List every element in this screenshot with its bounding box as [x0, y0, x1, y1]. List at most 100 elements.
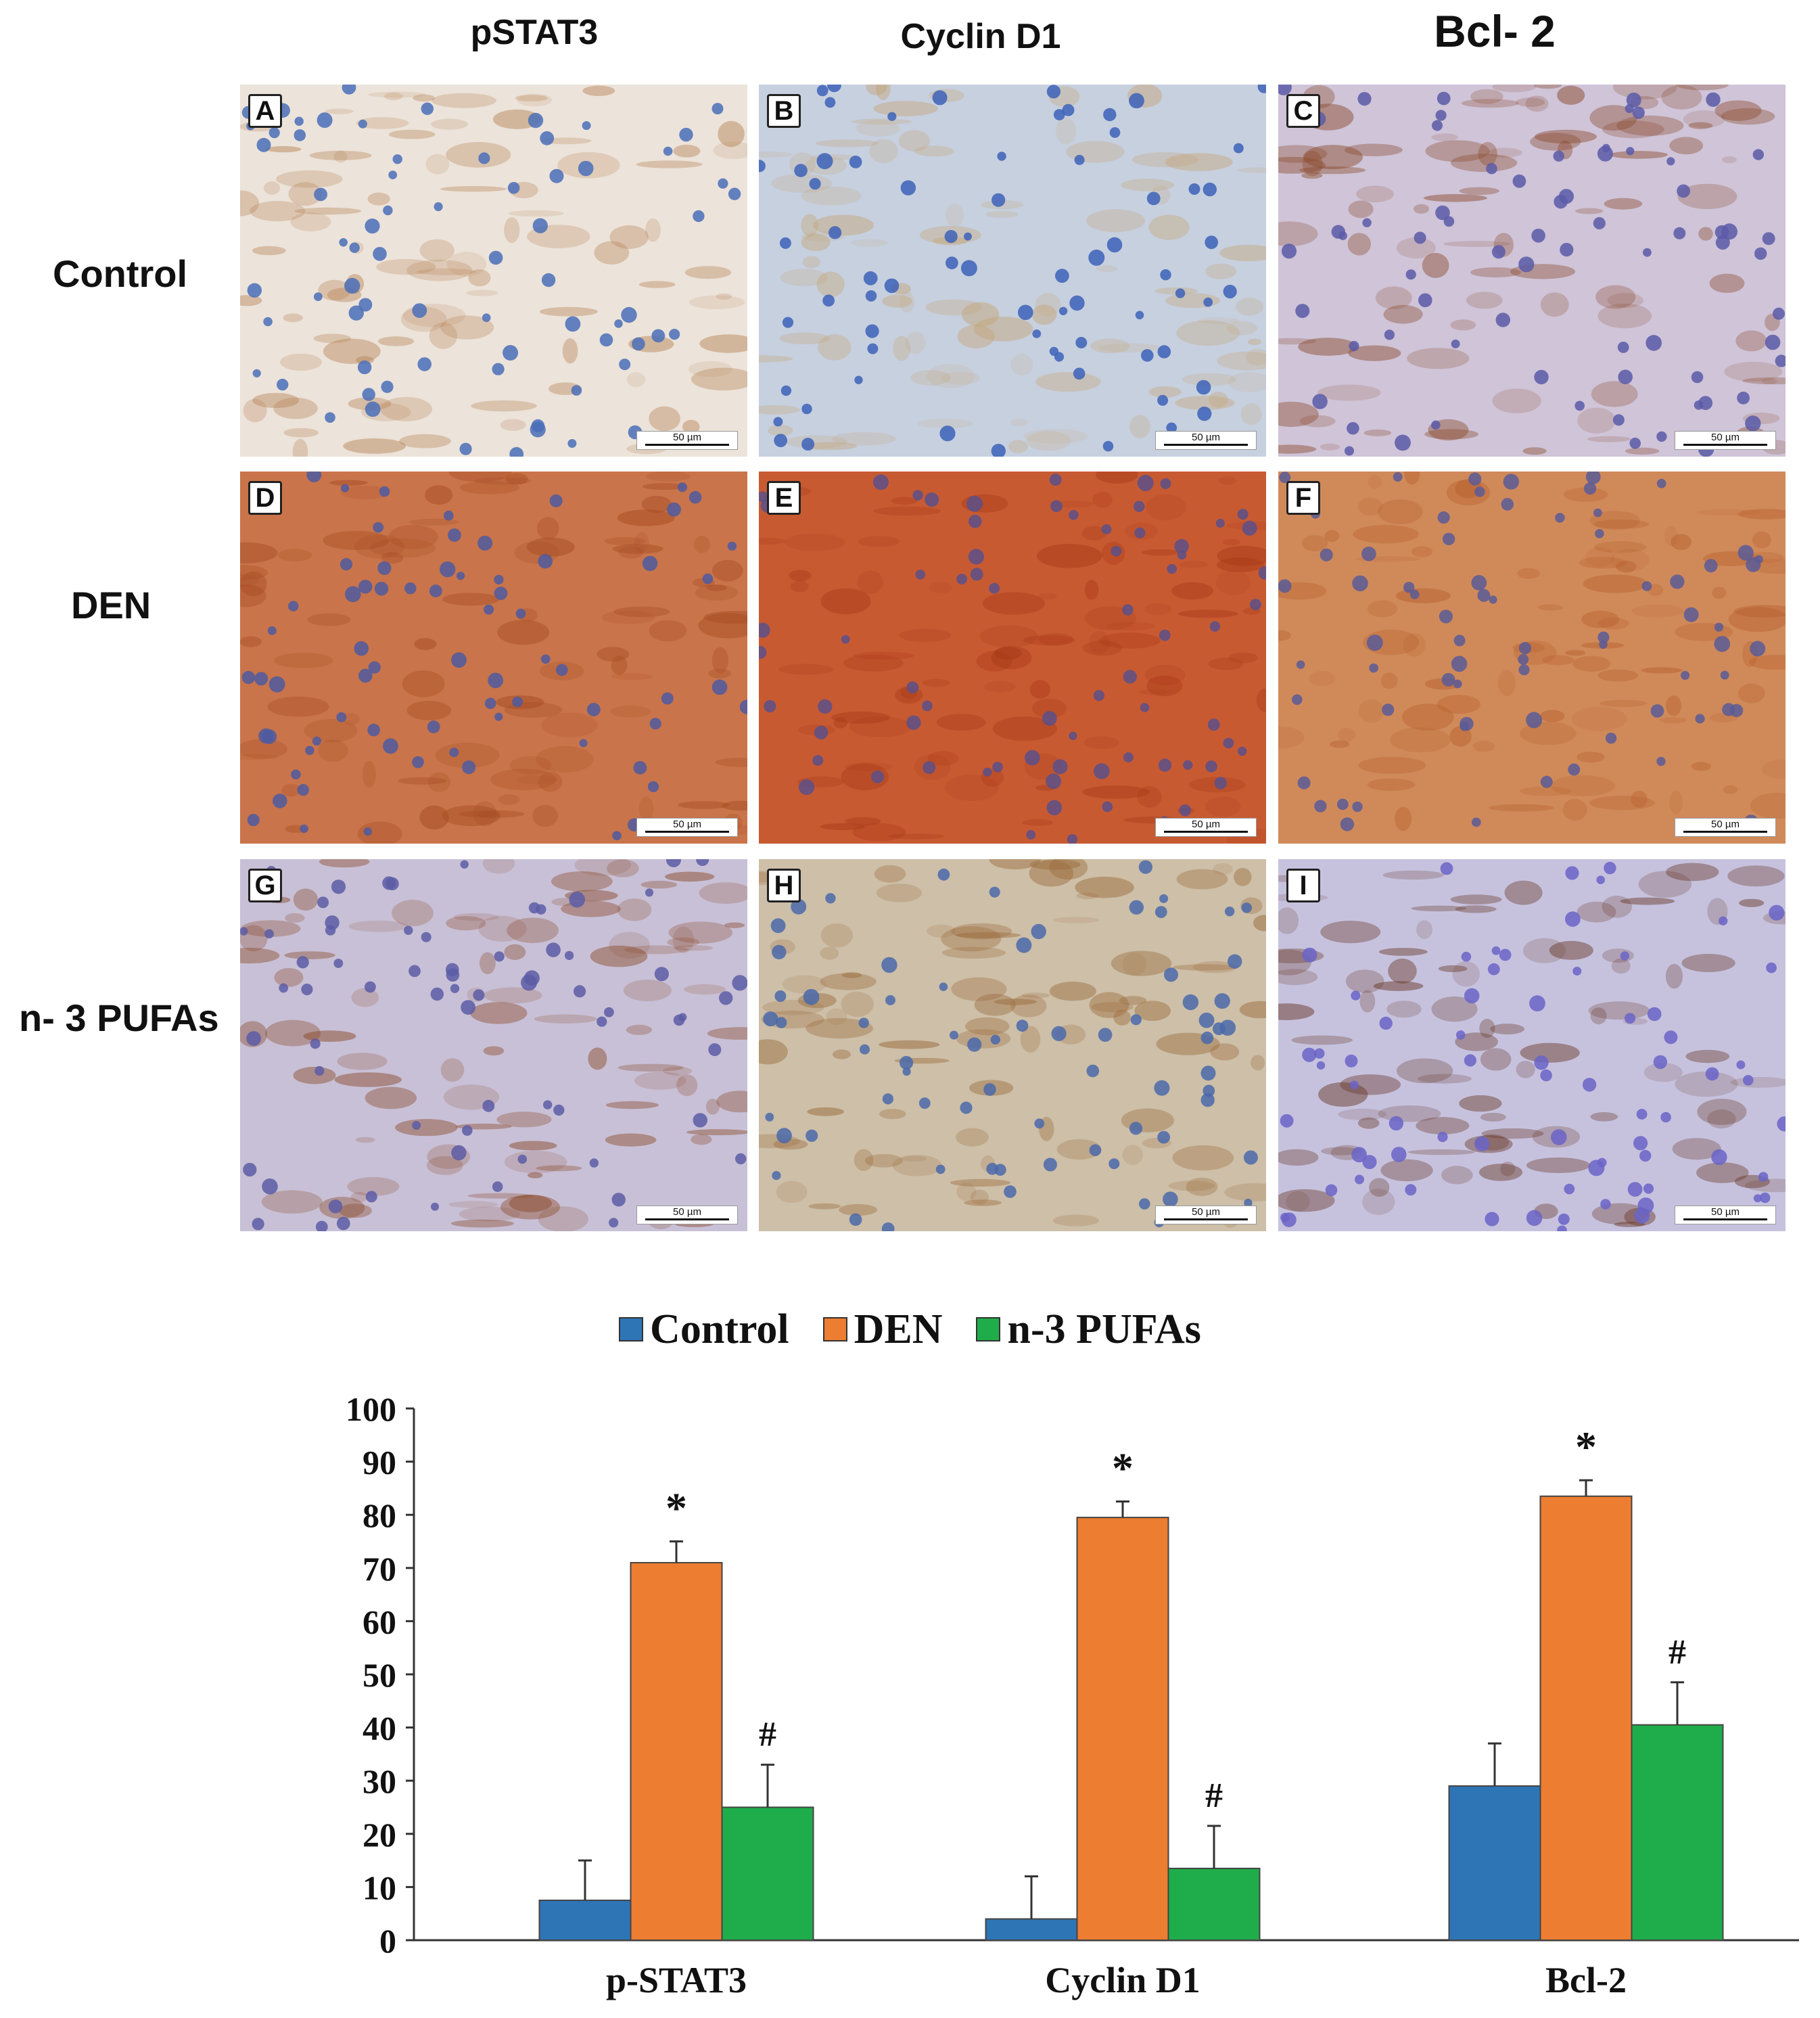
- bar-control-bcl-2: [1448, 1785, 1541, 1941]
- scale-bar-line: [1164, 444, 1248, 446]
- legend-label-control: Control: [650, 1306, 789, 1352]
- row-label-den: DEN: [71, 584, 151, 626]
- bar-control-cyclin-d1: [985, 1918, 1078, 1941]
- panel-letter: I: [1286, 869, 1320, 902]
- micrograph-texture: [759, 472, 1266, 844]
- micrograph-panel-a: A 50 µm: [240, 85, 747, 457]
- scale-bar-line: [645, 444, 729, 446]
- micrograph-panel-f: F 50 µm: [1278, 472, 1786, 844]
- panel-letter: G: [248, 869, 282, 902]
- scale-bar-label: 50 µm: [673, 432, 701, 443]
- micrograph-panel-h: H 50 µm: [759, 859, 1266, 1231]
- legend-swatch-n3-pufas: [976, 1317, 1001, 1341]
- micrograph-texture: [240, 85, 747, 457]
- bar-n-3-pufas-cyclin-d1: [1167, 1867, 1261, 1942]
- y-tick-label: 80: [363, 1496, 396, 1534]
- panel-letter: E: [767, 481, 801, 515]
- micrograph-texture: [240, 472, 747, 844]
- significance-marker: *: [1112, 1444, 1134, 1492]
- scale-bar: 50 µm: [1155, 431, 1257, 450]
- legend-swatch-den: [822, 1317, 847, 1341]
- panel-letter: B: [767, 94, 801, 128]
- bar-den-bcl-2: [1539, 1495, 1633, 1941]
- scale-bar-label: 50 µm: [1711, 432, 1740, 443]
- panel-letter: H: [767, 869, 801, 902]
- y-tick-label: 90: [363, 1444, 396, 1482]
- legend-item-den: DEN: [822, 1306, 943, 1354]
- micrograph-texture: [1278, 85, 1786, 457]
- panel-letter: C: [1286, 94, 1320, 128]
- y-tick-label: 70: [363, 1550, 396, 1588]
- bar-n-3-pufas-bcl-2: [1631, 1724, 1724, 1941]
- scale-bar-label: 50 µm: [1192, 1206, 1220, 1218]
- legend-label-den: DEN: [854, 1306, 943, 1352]
- bar-den-p-stat3: [630, 1561, 723, 1941]
- scale-bar-label: 50 µm: [673, 819, 701, 830]
- x-category-label: Bcl-2: [1545, 1960, 1627, 2000]
- legend-swatch-control: [619, 1317, 644, 1341]
- scale-bar: 50 µm: [636, 431, 738, 450]
- scale-bar-line: [645, 1218, 729, 1220]
- y-tick-label: 100: [346, 1390, 396, 1428]
- scale-bar-line: [645, 831, 729, 833]
- bar-den-cyclin-d1: [1076, 1517, 1169, 1941]
- scale-bar-line: [1683, 1218, 1767, 1220]
- significance-marker: #: [1669, 1633, 1686, 1672]
- scale-bar-label: 50 µm: [1711, 1206, 1740, 1218]
- micrograph-panel-e: E 50 µm: [759, 472, 1266, 844]
- y-tick-label: 10: [363, 1868, 396, 1906]
- scale-bar: 50 µm: [1155, 818, 1257, 837]
- chart-legend: Control DEN n-3 PUFAs: [0, 1302, 1820, 1356]
- column-header-cyclin-d1: Cyclin D1: [900, 17, 1061, 56]
- significance-marker: #: [759, 1716, 776, 1754]
- scale-bar: 50 µm: [1155, 1206, 1257, 1224]
- y-tick-label: 30: [363, 1762, 396, 1800]
- micrograph-texture: [759, 859, 1266, 1231]
- bar-n-3-pufas-p-stat3: [721, 1806, 814, 1941]
- row-label-n3-pufas: n- 3 PUFAs: [19, 996, 219, 1039]
- micrograph-texture: [759, 85, 1266, 457]
- row-label-control: Control: [53, 252, 188, 295]
- scale-bar: 50 µm: [636, 1206, 738, 1224]
- scale-bar: 50 µm: [1675, 818, 1776, 837]
- bar-control-p-stat3: [538, 1900, 632, 1941]
- scale-bar-line: [1683, 831, 1767, 833]
- y-tick-label: 20: [363, 1816, 396, 1854]
- y-tick-label: 0: [379, 1922, 396, 1960]
- micrograph-panel-b: B 50 µm: [759, 85, 1266, 457]
- legend-label-n3-pufas: n-3 PUFAs: [1007, 1306, 1201, 1352]
- panel-letter: D: [248, 481, 282, 515]
- y-tick-label: 50: [363, 1656, 396, 1694]
- column-header-bcl2: Bcl- 2: [1434, 6, 1556, 56]
- micrograph-panel-i: I 50 µm: [1278, 859, 1786, 1231]
- y-tick-label: 60: [363, 1603, 396, 1641]
- scale-bar-label: 50 µm: [1192, 819, 1220, 830]
- scale-bar-label: 50 µm: [1711, 819, 1740, 830]
- micrograph-texture: [1278, 859, 1786, 1231]
- x-category-label: p-STAT3: [606, 1960, 747, 2000]
- scale-bar: 50 µm: [1675, 431, 1776, 450]
- bar-chart: 0 10 20 30 40 50 60 70 80 90 100 * # p-STAT3 * # Cyclin …: [346, 1390, 1799, 2000]
- scale-bar: 50 µm: [1675, 1206, 1776, 1224]
- significance-marker: *: [1575, 1423, 1597, 1471]
- scale-bar: 50 µm: [636, 818, 738, 837]
- y-tick-label: 40: [363, 1710, 396, 1747]
- legend-item-control: Control: [619, 1306, 789, 1354]
- micrograph-texture: [1278, 472, 1786, 844]
- micrograph-panel-g: G 50 µm: [240, 859, 747, 1231]
- x-category-label: Cyclin D1: [1045, 1960, 1200, 2000]
- legend-item-n3-pufas: n-3 PUFAs: [976, 1306, 1201, 1354]
- significance-marker: *: [666, 1484, 687, 1532]
- scale-bar-label: 50 µm: [1192, 432, 1220, 443]
- significance-marker: #: [1205, 1776, 1223, 1815]
- micrograph-texture: [240, 859, 747, 1231]
- column-header-pstat3: pSTAT3: [470, 13, 599, 52]
- scale-bar-line: [1164, 1218, 1248, 1220]
- scale-bar-label: 50 µm: [673, 1206, 701, 1218]
- micrograph-panel-c: C 50 µm: [1278, 85, 1786, 457]
- panel-letter: A: [248, 94, 282, 128]
- panel-letter: F: [1286, 481, 1320, 515]
- scale-bar-line: [1683, 444, 1767, 446]
- scale-bar-line: [1164, 831, 1248, 833]
- micrograph-panel-d: D 50 µm: [240, 472, 747, 844]
